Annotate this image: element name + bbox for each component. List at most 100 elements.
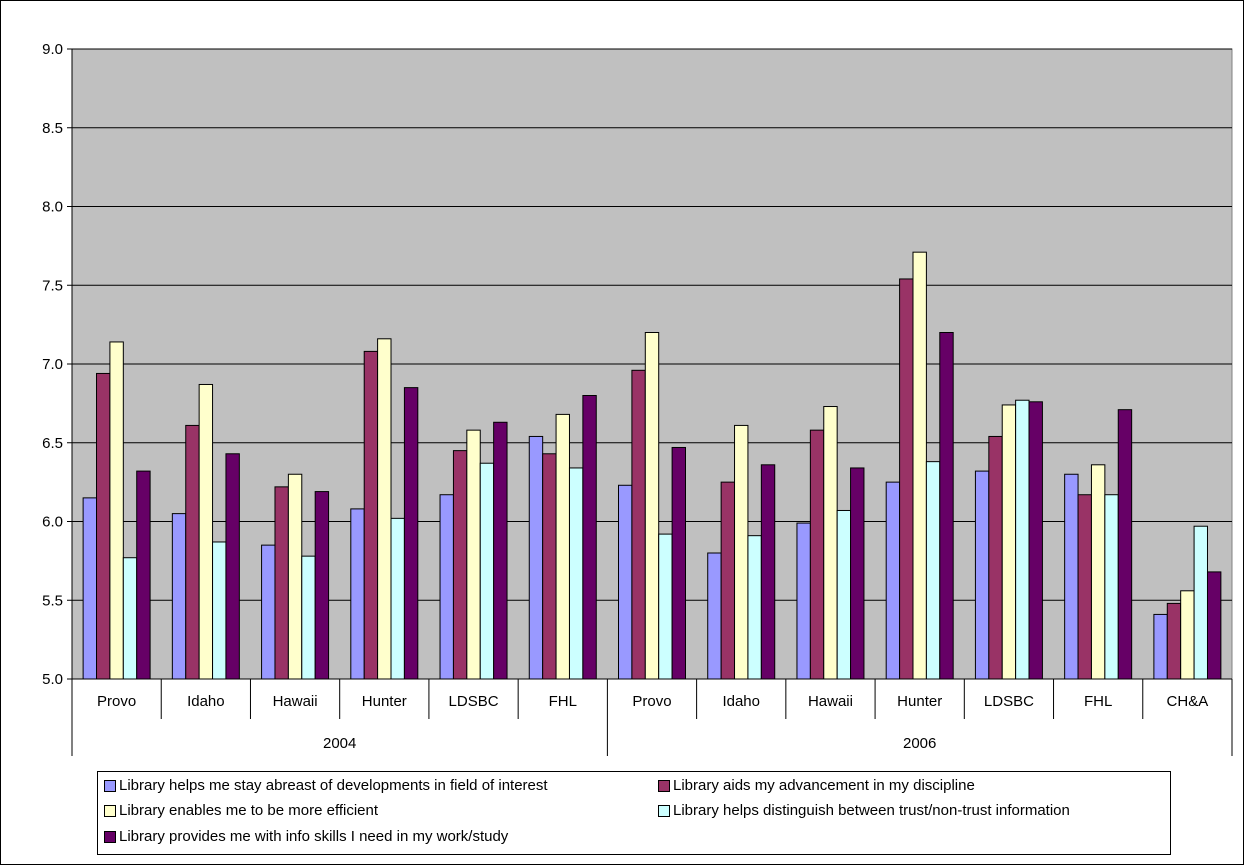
y-tick-label: 6.0 [42, 514, 63, 531]
x-tick-label: FHL [549, 693, 577, 710]
x-tick-label: LDSBC [449, 693, 499, 710]
bar [198, 383, 214, 680]
y-tick-label: 8.5 [42, 120, 63, 137]
y-tick-label: 6.5 [42, 435, 63, 452]
bar [707, 552, 722, 680]
x-tick-label: FHL [1084, 693, 1112, 710]
bar [528, 435, 544, 680]
y-tick-label: 5.0 [42, 671, 63, 688]
bar [1153, 613, 1168, 680]
bar [1166, 602, 1182, 680]
bar [899, 278, 914, 680]
bar [1104, 494, 1119, 680]
bar [582, 395, 597, 680]
bar [136, 470, 151, 680]
bar [912, 251, 927, 680]
x-tick-label: Hawaii [273, 693, 318, 710]
legend-label-trust: Library helps distinguish between trust/… [673, 802, 1070, 819]
bar [823, 406, 838, 680]
group-label: 2004 [323, 735, 356, 752]
legend-swatch-efficient [104, 804, 116, 817]
bar [631, 369, 646, 680]
bar [658, 533, 673, 680]
bar [493, 421, 508, 680]
y-tick-label: 9.0 [42, 41, 63, 58]
bar [988, 435, 1003, 680]
legend-item-efficient: Library enables me to be more efficient [104, 802, 378, 819]
bar [720, 481, 736, 680]
bar [850, 467, 865, 680]
bar [350, 508, 365, 680]
legend-swatch-advancement [658, 779, 670, 792]
bar [1064, 473, 1079, 680]
x-tick-label: Idaho [187, 693, 225, 710]
bar [671, 446, 686, 680]
bar [644, 332, 660, 680]
bar [363, 350, 379, 680]
bar [796, 522, 811, 680]
bar [96, 372, 111, 680]
bar [809, 429, 825, 680]
x-tick-label: Idaho [722, 693, 760, 710]
legend-swatch-info-skills [104, 830, 116, 843]
x-tick-label: Provo [632, 693, 671, 710]
bar [212, 541, 227, 680]
y-tick-label: 8.0 [42, 199, 63, 216]
legend-item-trust: Library helps distinguish between trust/… [658, 802, 1070, 819]
bar [1180, 590, 1195, 680]
bar [1117, 409, 1133, 680]
bar [1193, 525, 1208, 680]
bar [1015, 399, 1030, 680]
bar [377, 338, 392, 680]
x-tick-label: LDSBC [984, 693, 1034, 710]
x-tick-label: CH&A [1167, 693, 1209, 710]
y-tick-label: 7.5 [42, 277, 63, 294]
bar [1028, 401, 1043, 680]
bar [466, 429, 481, 680]
bar [274, 486, 289, 680]
x-tick-label: Hawaii [808, 693, 853, 710]
bar [568, 467, 584, 680]
bar [185, 424, 200, 680]
bar [261, 544, 276, 680]
legend-swatch-trust [658, 804, 670, 817]
bar [109, 341, 124, 680]
bar [555, 413, 570, 680]
legend-label-advancement: Library aids my advancement in my discip… [673, 777, 975, 794]
bar [885, 481, 901, 680]
bar [618, 484, 633, 680]
x-tick-label: Hunter [897, 693, 942, 710]
legend-label-info-skills: Library provides me with info skills I n… [119, 828, 509, 845]
bar [403, 387, 419, 680]
bar [82, 497, 98, 680]
y-tick-label: 7.0 [42, 356, 63, 373]
legend: Library helps me stay abreast of develop… [97, 771, 1171, 855]
bar [542, 453, 557, 680]
bar [1206, 571, 1222, 680]
legend-item-stay-abreast: Library helps me stay abreast of develop… [104, 777, 548, 794]
bar [314, 491, 330, 680]
y-tick-label: 5.5 [42, 592, 63, 609]
bar [452, 450, 468, 680]
bar [225, 453, 240, 680]
bar [747, 535, 762, 680]
bar [1090, 464, 1106, 680]
bar [974, 470, 990, 680]
bar [925, 461, 941, 680]
bar [390, 517, 405, 680]
bar [1001, 404, 1017, 680]
bar [760, 464, 776, 680]
group-label: 2006 [903, 735, 936, 752]
bar [301, 555, 316, 680]
legend-label-stay-abreast: Library helps me stay abreast of develop… [119, 777, 548, 794]
bar [939, 332, 954, 680]
bar [1077, 494, 1092, 680]
bar [287, 473, 303, 680]
bar [479, 462, 495, 680]
legend-item-advancement: Library aids my advancement in my discip… [658, 777, 975, 794]
bar [734, 424, 749, 680]
legend-label-efficient: Library enables me to be more efficient [119, 802, 379, 819]
bar [439, 494, 454, 680]
x-tick-label: Provo [97, 693, 136, 710]
